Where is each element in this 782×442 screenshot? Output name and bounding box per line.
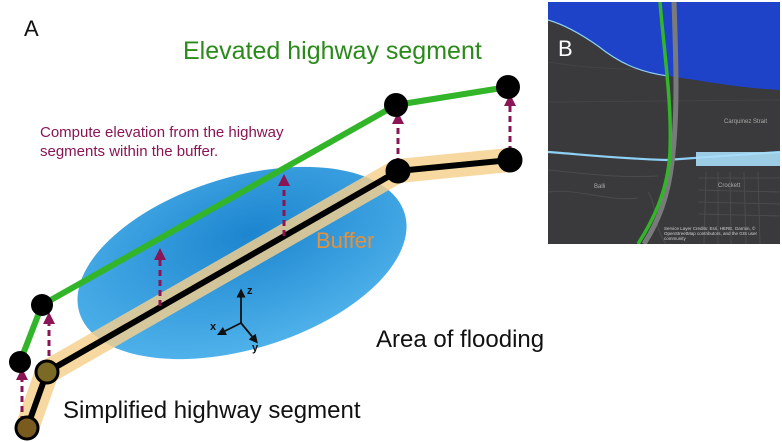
map-town-label: Crockett [718,183,741,189]
axis-x-label: x [210,321,217,333]
axis-x-arrow [216,322,242,336]
simplified-vertex [14,415,40,441]
flooded-shoreline [548,150,780,162]
elevated-vertex [9,351,31,373]
map-panel: B Carquinez Strait Crockett Balli Servic… [548,2,780,244]
elevation-note: Compute elevation from the highway segme… [40,124,284,160]
flooded-area [696,152,780,166]
axis-z-label: z [247,285,253,297]
elevated-vertices [9,75,520,373]
map-streets [548,61,780,244]
elevation-arrows [16,94,516,422]
river-shore [548,19,669,77]
map-highway-grey [641,2,679,244]
simplified-segment-label: Simplified highway segment [63,397,361,424]
coordinate-axes [216,288,258,344]
elevated-vertex [31,294,53,316]
simplified-vertices [14,147,523,441]
simplified-vertex [497,147,523,173]
panel-b-label: B [558,36,573,61]
map-credit: Service Layer Credits: Esri, HERE, Garmi… [664,226,758,241]
simplified-vertex [34,359,60,385]
elevated-vertex [496,75,520,99]
elevated-vertex [384,93,408,117]
flood-area-label: Area of flooding [376,326,545,353]
map-canvas [548,2,780,244]
map-highway-green [636,2,673,244]
axis-y-arrow [240,322,258,344]
buffer-label: Buffer [316,228,375,253]
elevated-highway-line [17,84,509,364]
map-strait-label: Carquinez Strait [724,119,768,125]
map-road-label: Balli [594,184,606,190]
panel-a-label: A [24,16,39,41]
axis-y-label: y [252,342,259,354]
elevated-segment-title: Elevated highway segment [183,37,482,65]
simplified-vertex [385,158,411,184]
simplified-highway-line [24,157,511,430]
